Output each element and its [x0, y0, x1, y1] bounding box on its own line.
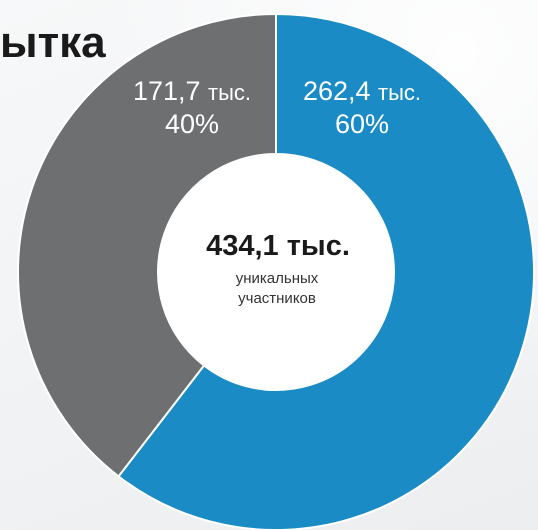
slice-label-gray: 171,7 тыс. 40% [133, 76, 251, 139]
slice-label-blue: 262,4 тыс. 60% [303, 76, 421, 139]
center-caption-line2: участников [238, 290, 316, 307]
donut-slice-gray [17, 12, 277, 478]
slice-value-gray: 171,7 [133, 76, 201, 106]
donut-slices [17, 12, 535, 530]
slice-unit-blue: тыс. [378, 80, 421, 105]
donut-slice-blue [117, 12, 535, 530]
svg-text:262,4 тыс.: 262,4 тыс. [303, 76, 421, 106]
center-total: 434,1 тыс. [206, 230, 350, 262]
center-caption-line1: уникальных [236, 270, 319, 287]
slice-percent-blue: 60% [335, 109, 389, 139]
slice-percent-gray: 40% [165, 109, 219, 139]
slice-unit-gray: тыс. [208, 80, 251, 105]
svg-text:171,7 тыс.: 171,7 тыс. [133, 76, 251, 106]
slice-value-blue: 262,4 [303, 76, 371, 106]
chart-title: ытка [0, 18, 106, 67]
donut-hole [159, 155, 393, 389]
center-label: 434,1 тыс. уникальных участников [206, 230, 350, 307]
